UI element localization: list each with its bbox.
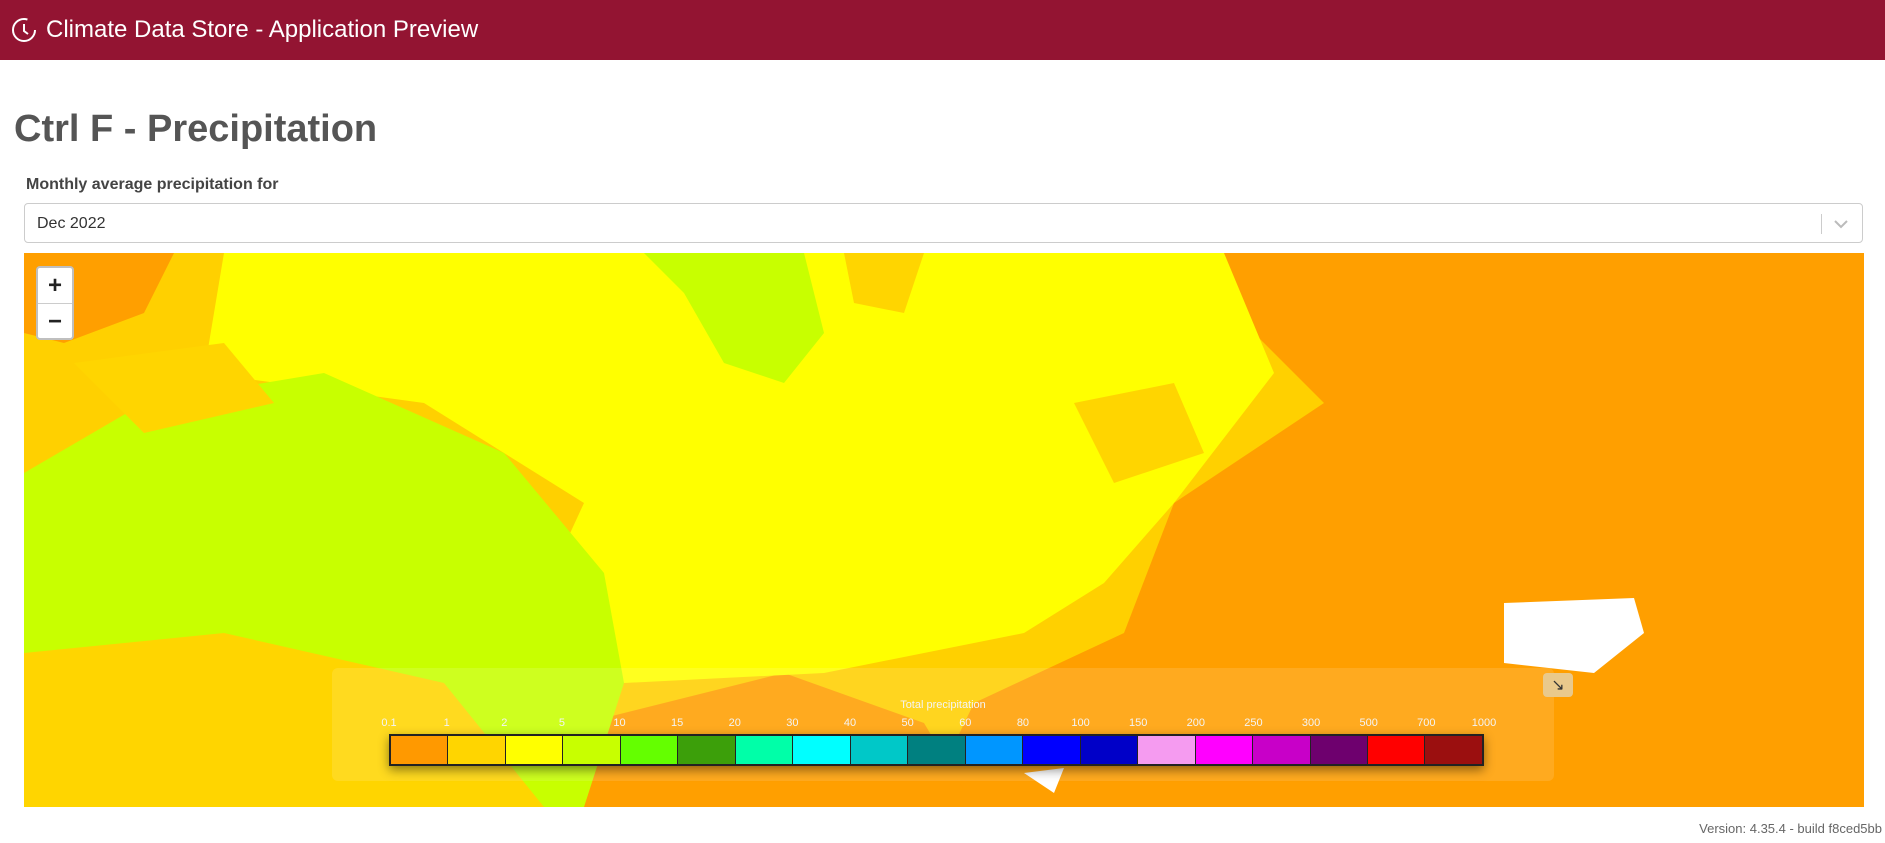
legend-tick-label: 50 <box>901 717 914 729</box>
legend-swatch <box>793 736 851 764</box>
zoom-in-button[interactable]: + <box>47 271 62 299</box>
month-select-value: Dec 2022 <box>37 215 106 232</box>
legend-swatch <box>563 736 621 764</box>
app-header: Climate Data Store - Application Preview <box>0 0 1885 60</box>
legend-swatch <box>850 736 909 764</box>
legend-tick-label: 700 <box>1417 717 1436 729</box>
legend-swatch <box>620 736 679 764</box>
legend-ticks: 0.1 1 2 5 10 15 20 30 40 50 60 80 100 150 200 250 300 500… <box>381 717 1496 731</box>
legend-tick-label: 250 <box>1244 717 1263 729</box>
version-info: Version: 4.35.4 - build f8ced5bb <box>1699 821 1882 836</box>
legend-swatch <box>505 736 564 764</box>
legend-title: Total precipitation <box>900 699 986 711</box>
chevron-down-icon[interactable] <box>1830 213 1852 235</box>
legend-swatch <box>1367 736 1426 764</box>
legend-tick-label: 5 <box>558 717 565 729</box>
legend-tick-label: 80 <box>1016 717 1030 729</box>
legend-tick-label: 500 <box>1359 717 1378 729</box>
legend-swatch <box>1310 736 1368 764</box>
legend-tick-label: 300 <box>1301 717 1321 729</box>
legend-color-bar <box>389 734 1484 766</box>
legend-swatch <box>678 736 736 764</box>
select-separator <box>1821 214 1822 234</box>
zoom-control: + − <box>36 266 74 340</box>
legend-swatch <box>1195 736 1254 764</box>
legend-tick-label: 10 <box>613 717 626 729</box>
legend-swatch <box>391 736 449 764</box>
legend-tick-label: 1000 <box>1471 717 1497 729</box>
map-fill <box>24 253 1864 807</box>
legend-tick-label: 60 <box>959 717 972 729</box>
legend-swatch <box>448 736 506 764</box>
legend-swatch <box>1080 736 1139 764</box>
legend-tick-label: 150 <box>1129 717 1148 729</box>
legend-tick-label: 30 <box>786 717 799 729</box>
precipitation-map[interactable]: + − Total precipitation 0.1 1 2 5 10 15 20 30 40… <box>24 253 1864 807</box>
legend-tick-label: 15 <box>671 717 684 729</box>
page-title: Ctrl F - Precipitation <box>14 108 378 150</box>
legend-swatch <box>1023 736 1081 764</box>
legend-tick-label: 200 <box>1186 717 1206 729</box>
app-title: Climate Data Store - Application Preview <box>46 16 479 43</box>
month-selector-label: Monthly average precipitation for <box>26 176 279 193</box>
zoom-out-button[interactable]: − <box>38 303 72 339</box>
legend-swatch <box>735 736 794 764</box>
legend-swatch <box>908 736 966 764</box>
legend-swatch <box>1138 736 1196 764</box>
legend-tick-label: 20 <box>728 717 741 729</box>
expand-legend-icon[interactable]: ↘ <box>1543 673 1573 697</box>
precipitation-legend: Total precipitation 0.1 1 2 5 10 15 20 30 40 50 60… <box>332 668 1554 781</box>
legend-tick-label: 0.1 <box>381 717 397 729</box>
legend-swatch <box>1253 736 1311 764</box>
legend-swatch <box>965 736 1024 764</box>
legend-tick-label: 100 <box>1071 717 1090 729</box>
legend-tick-label: 2 <box>501 717 508 729</box>
legend-tick-label: 40 <box>843 717 857 729</box>
legend-swatch <box>1425 736 1482 764</box>
month-select[interactable]: Dec 2022 <box>24 203 1863 243</box>
cds-logo-icon <box>12 18 36 42</box>
legend-tick-label: 1 <box>443 717 450 729</box>
